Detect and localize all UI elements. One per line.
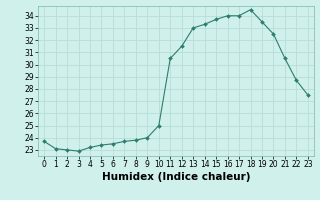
X-axis label: Humidex (Indice chaleur): Humidex (Indice chaleur): [102, 172, 250, 182]
